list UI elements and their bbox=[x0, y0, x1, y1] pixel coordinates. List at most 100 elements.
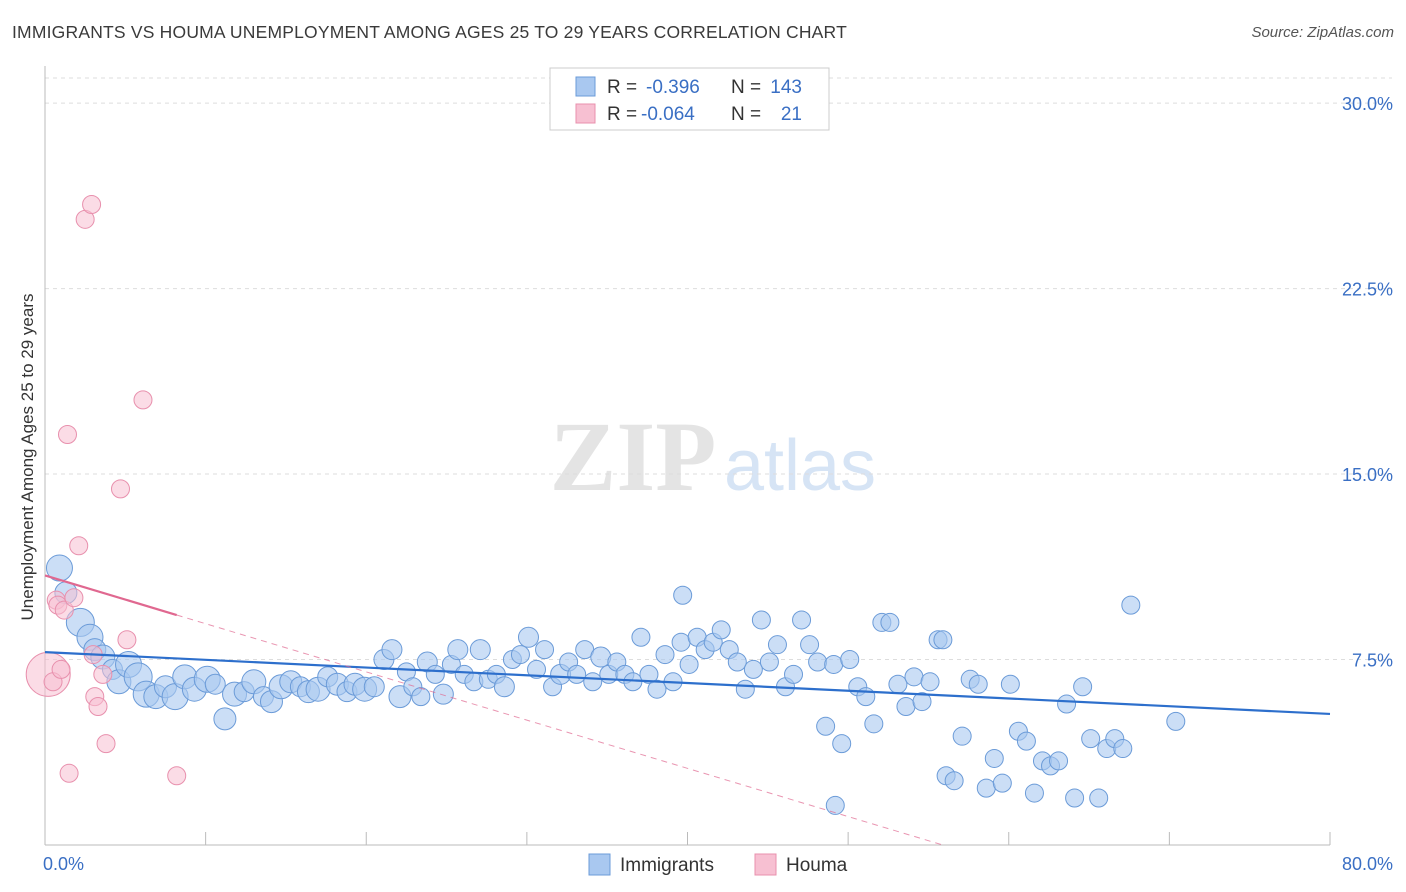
houma-point-7 bbox=[59, 763, 79, 783]
houma-trend-line bbox=[44, 574, 178, 617]
immigrants-point-93 bbox=[832, 734, 852, 754]
immigrants-point-60 bbox=[567, 664, 587, 684]
houma-point-4 bbox=[51, 659, 71, 679]
immigrants-point-55 bbox=[527, 659, 547, 679]
chart-title: IMMIGRANTS VS HOUMA UNEMPLOYMENT AMONG A… bbox=[12, 22, 847, 42]
immigrants-point-71 bbox=[655, 645, 675, 665]
immigrants-point-82 bbox=[743, 659, 763, 679]
chart-source: Source: ZipAtlas.com bbox=[1251, 24, 1394, 41]
y-tick-label-3: 30.0% bbox=[1342, 94, 1393, 114]
immigrants-point-73 bbox=[671, 632, 691, 652]
immigrants-point-53 bbox=[510, 645, 530, 665]
immigrants-point-81 bbox=[735, 679, 755, 699]
immigrants-point-99 bbox=[880, 612, 900, 632]
immigrants-point-97 bbox=[864, 714, 884, 734]
immigrants-point-74 bbox=[679, 654, 699, 674]
x-tick-label-1: 80.0% bbox=[1342, 854, 1393, 874]
immigrants-point-114 bbox=[992, 773, 1012, 793]
immigrants-point-133 bbox=[673, 585, 693, 605]
houma-trend-line-dashed bbox=[176, 614, 943, 846]
immigrants-point-54 bbox=[517, 626, 539, 648]
immigrants-point-84 bbox=[759, 652, 779, 672]
immigrants-point-111 bbox=[968, 674, 988, 694]
immigrants-point-83 bbox=[751, 610, 771, 630]
legend-n-label-immigrants: N = bbox=[731, 77, 761, 98]
immigrants-point-126 bbox=[1089, 788, 1109, 808]
houma-point-15 bbox=[93, 664, 113, 684]
watermark-atlas: atlas bbox=[724, 426, 876, 506]
houma-point-16 bbox=[96, 734, 116, 754]
immigrants-point-104 bbox=[920, 672, 940, 692]
immigrants-point-124 bbox=[1073, 677, 1093, 697]
immigrants-point-103 bbox=[912, 692, 932, 712]
legend-box bbox=[549, 67, 830, 131]
immigrants-point-94 bbox=[840, 650, 860, 670]
x-tick-labels: 0.0% 80.0% bbox=[43, 854, 1393, 874]
immigrants-point-17 bbox=[204, 673, 226, 695]
houma-point-20 bbox=[167, 766, 187, 786]
houma-point-14 bbox=[88, 697, 108, 717]
y-axis-title: Unemployment Among Ages 25 to 29 years bbox=[18, 294, 37, 621]
y-tick-labels: 7.5% 15.0% 22.5% 30.0% bbox=[1342, 94, 1393, 670]
bottom-legend-swatch-houma bbox=[754, 853, 777, 876]
immigrants-point-85 bbox=[767, 635, 787, 655]
immigrants-point-131 bbox=[1166, 711, 1186, 731]
immigrants-point-69 bbox=[639, 664, 659, 684]
immigrants-point-88 bbox=[792, 610, 812, 630]
immigrants-point-78 bbox=[711, 620, 731, 640]
immigrants-point-112 bbox=[976, 778, 996, 798]
legend-r-houma: -0.064 bbox=[641, 104, 695, 125]
immigrants-point-101 bbox=[896, 697, 916, 717]
immigrants-point-48 bbox=[469, 639, 491, 661]
immigrants-point-129 bbox=[1113, 739, 1133, 759]
x-ticks bbox=[44, 832, 1331, 845]
immigrants-point-56 bbox=[535, 640, 555, 660]
y-tick-label-1: 15.0% bbox=[1342, 465, 1393, 485]
immigrants-point-92 bbox=[824, 654, 844, 674]
immigrants-point-34 bbox=[363, 676, 385, 698]
y-tick-label-2: 22.5% bbox=[1342, 280, 1393, 300]
legend-r-label-immigrants: R = bbox=[607, 77, 637, 98]
immigrants-point-89 bbox=[800, 635, 820, 655]
legend-r-immigrants: -0.396 bbox=[646, 77, 700, 98]
houma-point-18 bbox=[117, 630, 137, 650]
immigrants-point-0 bbox=[45, 554, 73, 582]
houma-point-17 bbox=[110, 479, 130, 499]
houma-point-19 bbox=[133, 390, 153, 410]
bottom-legend-houma: Houma bbox=[786, 855, 848, 876]
trend-lines bbox=[44, 574, 1331, 846]
immigrants-trend-line bbox=[44, 651, 1331, 716]
legend-r-label-houma: R = bbox=[607, 104, 637, 125]
houma-point-8 bbox=[64, 588, 84, 608]
y-tick-label-0: 7.5% bbox=[1352, 651, 1393, 671]
immigrants-point-109 bbox=[952, 726, 972, 746]
watermark-zip: ZIP bbox=[550, 401, 717, 512]
immigrants-point-87 bbox=[784, 664, 804, 684]
immigrants-point-68 bbox=[631, 627, 651, 647]
immigrants-point-106 bbox=[933, 630, 953, 650]
immigrants-point-100 bbox=[888, 674, 908, 694]
bottom-legend: Immigrants Houma bbox=[588, 853, 848, 876]
immigrants-point-62 bbox=[583, 672, 603, 692]
immigrants-point-122 bbox=[1057, 694, 1077, 714]
immigrants-point-115 bbox=[1000, 674, 1020, 694]
immigrants-point-45 bbox=[447, 639, 469, 661]
bottom-legend-swatch-immigrants bbox=[588, 853, 611, 876]
immigrants-point-125 bbox=[1081, 729, 1101, 749]
grid-lines bbox=[45, 77, 1392, 661]
houma-point-9 bbox=[69, 536, 89, 556]
x-tick-label-0: 0.0% bbox=[43, 854, 84, 874]
immigrants-point-130 bbox=[1121, 595, 1141, 615]
houma-point-11 bbox=[82, 194, 102, 214]
immigrants-point-102 bbox=[904, 667, 924, 687]
immigrants-point-132 bbox=[825, 795, 845, 815]
houma-point-6 bbox=[57, 424, 77, 444]
immigrants-point-121 bbox=[1049, 751, 1069, 771]
immigrants-point-123 bbox=[1065, 788, 1085, 808]
immigrants-point-80 bbox=[727, 652, 747, 672]
scatter-points bbox=[25, 194, 1186, 815]
legend-swatch-immigrants bbox=[575, 76, 596, 97]
legend-n-immigrants: 143 bbox=[770, 77, 802, 98]
legend-swatch-houma bbox=[575, 103, 596, 124]
